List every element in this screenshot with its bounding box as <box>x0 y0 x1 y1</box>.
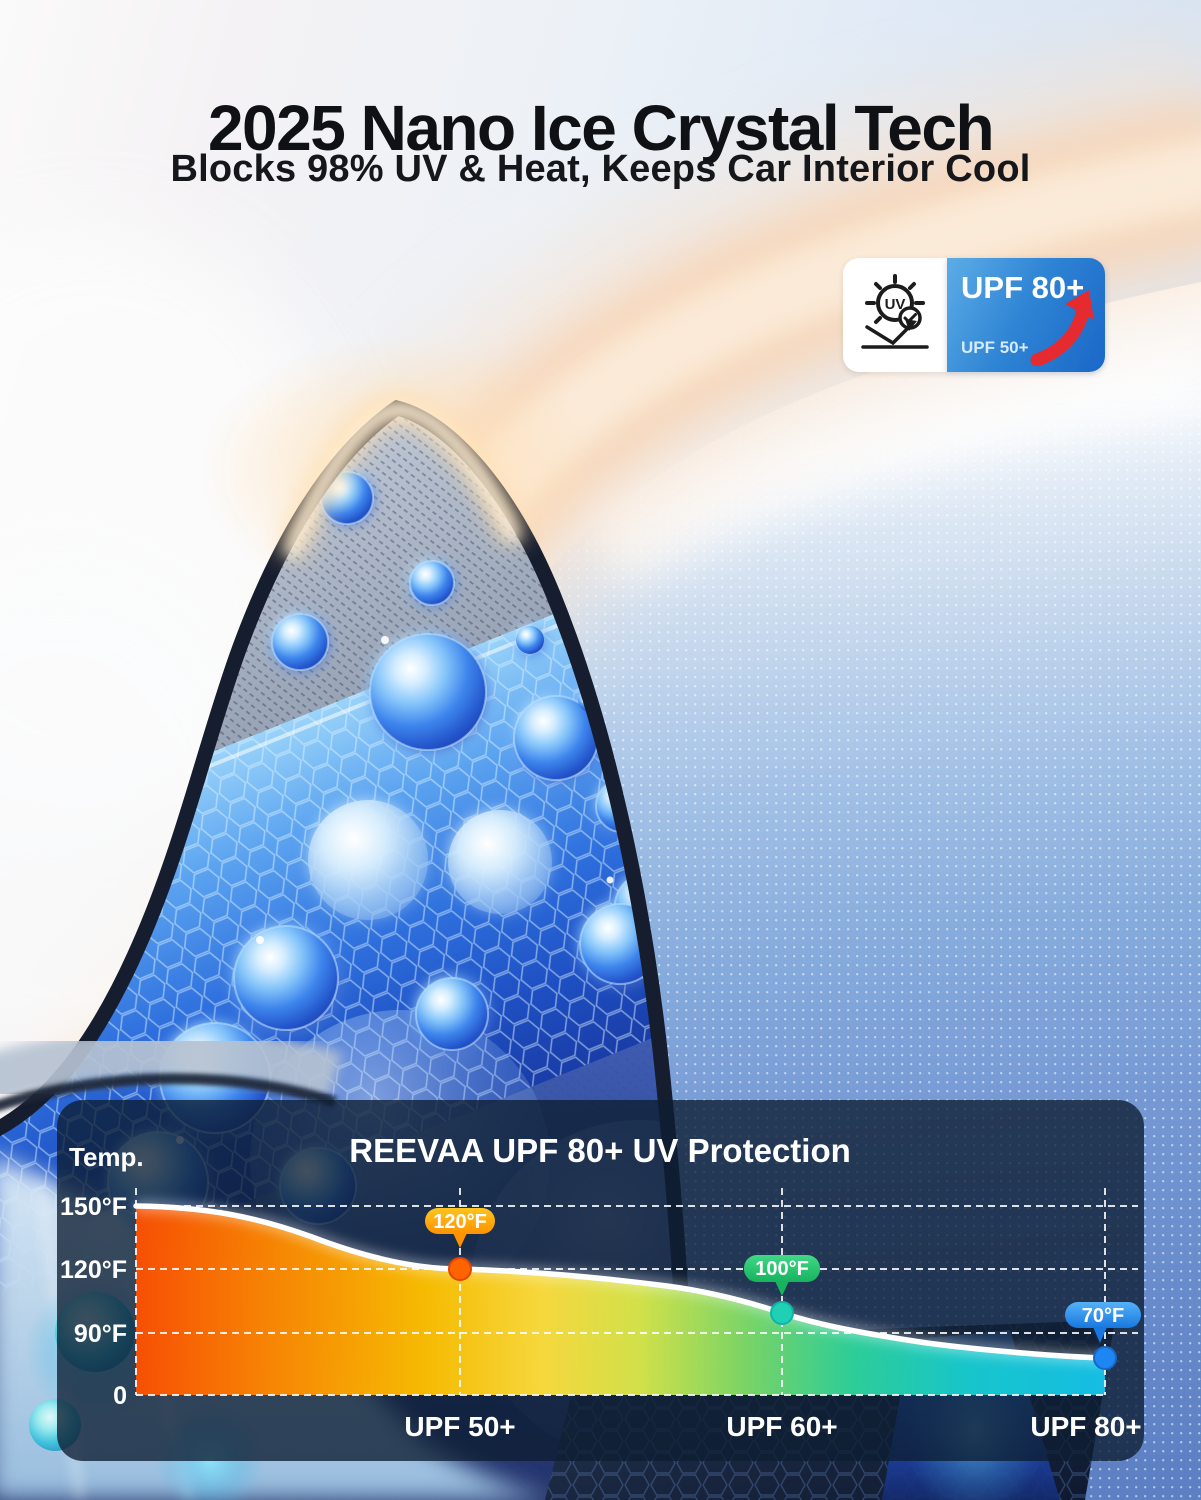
page-subtitle: Blocks 98% UV & Heat, Keeps Car Interior… <box>170 148 1031 190</box>
data-points <box>448 1257 1117 1370</box>
page-title: 2025 Nano Ice Crystal Tech <box>207 91 995 164</box>
x-tick: UPF 80+ <box>1030 1411 1141 1442</box>
upf-previous-label: UPF 50+ <box>961 338 1029 357</box>
x-tick: UPF 60+ <box>726 1411 837 1442</box>
y-tick: 0 <box>113 1382 127 1410</box>
sun-rays <box>865 274 925 324</box>
increase-arrow-icon <box>1030 290 1094 366</box>
upf-rating-tile: UPF 80+ UPF 50+ <box>947 258 1105 372</box>
uv-icon-tile: UV <box>843 258 947 372</box>
point-callout-70: 70°F <box>1065 1302 1141 1343</box>
y-tick: 90°F <box>74 1320 127 1348</box>
uv-protection-chart: REEVAA UPF 80+ UV Protection Temp. <box>60 1132 1142 1442</box>
point-callout-100: 100°F <box>744 1255 820 1296</box>
upf-rating-label: UPF 80+ <box>961 270 1085 305</box>
y-axis-ticks: 150°F 120°F 90°F 0 <box>60 1193 127 1410</box>
point-label: 120°F <box>433 1211 487 1233</box>
chart-title: REEVAA UPF 80+ UV Protection <box>349 1132 851 1169</box>
temperature-curve <box>133 1203 1108 1361</box>
x-axis-ticks: UPF 50+ UPF 60+ UPF 80+ <box>404 1411 1141 1442</box>
y-axis-label: Temp. <box>69 1142 144 1172</box>
area-fill <box>136 1206 1105 1395</box>
point-label: 70°F <box>1082 1305 1124 1327</box>
uv-protection-icon: UV <box>861 274 929 349</box>
x-tick: UPF 50+ <box>404 1411 515 1442</box>
chart-panel: REEVAA UPF 80+ UV Protection Temp. <box>57 1100 1144 1461</box>
upf-badge: UV UPF 80+ UPF 50+ <box>843 258 1105 372</box>
uv-icon-label: UV <box>885 296 906 313</box>
gridlines <box>135 1188 1138 1396</box>
y-tick: 120°F <box>60 1256 127 1284</box>
point-callout-120: 120°F <box>425 1208 495 1248</box>
point-label: 100°F <box>755 1258 809 1280</box>
uv-reflect-arrow <box>865 323 913 346</box>
y-tick: 150°F <box>60 1193 127 1221</box>
flap-fold <box>0 1026 344 1111</box>
